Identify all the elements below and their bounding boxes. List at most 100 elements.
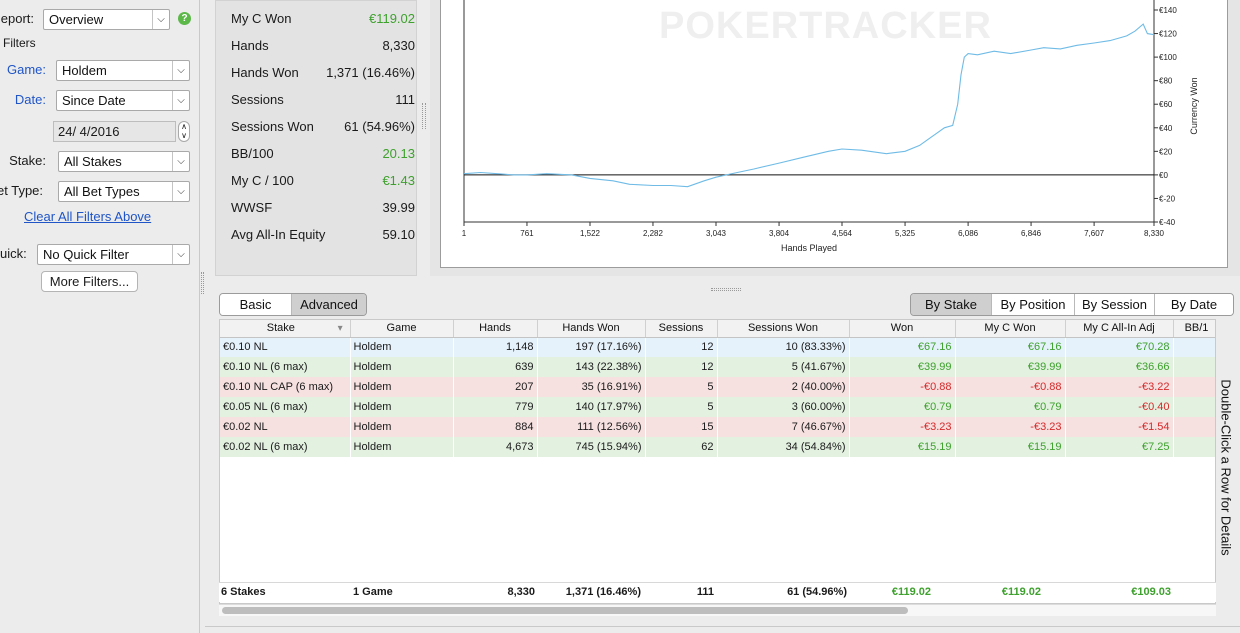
table-row[interactable]: €0.05 NL (6 max) Holdem 779 140 (17.97%) 5 3 … [220,397,1215,417]
quick-label: uick: [0,246,27,261]
column-header[interactable]: Game [350,320,454,338]
stat-row: My C Won €119.02 [231,11,415,31]
y-axis-label: Currency Won [1189,77,1199,134]
y-tick-label: €-20 [1159,194,1176,203]
stat-value: 61 (54.96%) [344,119,415,134]
column-header[interactable]: My C Won [955,320,1066,338]
table-cell [1173,377,1215,397]
stakes-table: Stake ▾ Game Hands Hands Won Sessions Session… [219,319,1216,604]
stat-value: 20.13 [382,146,415,161]
x-tick-label: 5,325 [895,229,916,238]
more-filters-button[interactable]: More Filters... [41,271,138,292]
table-cell: €15.19 [955,437,1065,457]
stake-select-value: All Stakes [64,154,122,169]
tab-by-date[interactable]: By Date [1155,294,1233,315]
column-header[interactable]: Stake ▾ [220,320,351,338]
table-cell: 745 (15.94%) [537,437,645,457]
stats-resize-handle[interactable] [422,103,426,129]
total-cell: 1,371 (16.46%) [565,586,641,598]
column-header-label: Won [890,322,914,335]
column-header-label: Game [386,322,417,335]
stat-value: 1,371 (16.46%) [326,65,415,80]
table-cell: €0.05 NL (6 max) [220,397,350,417]
column-header[interactable]: Hands [453,320,538,338]
date-stepper[interactable]: ∧ ∨ [178,121,190,142]
table-cell: €36.66 [1065,357,1173,377]
table-cell: 143 (22.38%) [537,357,645,377]
chart-area: POKERTRACKER €140 €120 €100 €80 €60 €40 €20 €0 €-… [430,0,1240,276]
report-select[interactable]: Overview ⌵ [43,9,170,30]
y-tick-label: €120 [1159,30,1177,39]
tab-by-position[interactable]: By Position [992,294,1075,315]
quick-filter-select[interactable]: No Quick Filter ⌵ [37,244,190,265]
bet-type-select[interactable]: All Bet Types ⌵ [58,181,190,202]
column-header[interactable]: Sessions [645,320,718,338]
total-cell: €119.02 [1001,586,1041,598]
tab-basic[interactable]: Basic [220,294,292,315]
results-graph-svg: POKERTRACKER €140 €120 €100 €80 €60 €40 €20 €0 €-… [462,0,1199,253]
table-cell: €67.16 [955,337,1065,357]
help-icon[interactable]: ? [178,12,191,25]
tab-by-stake[interactable]: By Stake [911,294,992,315]
clear-filters-link[interactable]: Clear All Filters Above [24,209,152,224]
total-cell: €119.02 [891,586,931,598]
column-header[interactable]: BB/1 [1173,320,1215,338]
total-cell: 111 [696,586,714,598]
x-tick-label: 3,804 [769,229,790,238]
date-input[interactable]: 24/ 4/2016 [53,121,176,142]
date-label: Date: [14,92,46,107]
table-cell: 4,673 [453,437,537,457]
table-cell: 7 (46.67%) [717,417,849,437]
horizontal-scrollbar[interactable] [219,604,1216,616]
stat-row: BB/100 20.13 [231,146,415,166]
table-totals-row: 6 Stakes 1 Game 8,330 1,371 (16.46%) 111 61 (… [219,582,1216,602]
table-cell: -€3.22 [1065,377,1173,397]
table-row[interactable]: €0.10 NL Holdem 1,148 197 (17.16%) 12 10 (83.… [220,337,1215,357]
column-header[interactable]: Won [849,320,956,338]
report-select-value: Overview [49,12,104,27]
table-row[interactable]: €0.10 NL CAP (6 max) Holdem 207 35 (16.91%)… [220,377,1215,397]
table-cell: Holdem [350,357,453,377]
column-header[interactable]: Sessions Won [717,320,850,338]
sort-desc-icon: ▾ [334,323,343,335]
table-cell: €0.79 [955,397,1065,417]
split-resize-handle[interactable] [711,288,741,291]
table-cell: €7.25 [1065,437,1173,457]
tab-advanced[interactable]: Advanced [292,294,366,315]
table-cell: Holdem [350,397,453,417]
table-cell: 15 [645,417,717,437]
panel-resize-handle[interactable] [201,272,204,294]
table-cell [1173,417,1215,437]
date-select[interactable]: Since Date ⌵ [56,90,190,111]
filter-panel: eport: Overview ⌵ ? Filters Game: Holdem… [0,0,200,633]
table-cell: €39.99 [955,357,1065,377]
y-tick-label: €-40 [1159,218,1176,227]
table-cell: 2 (40.00%) [717,377,849,397]
side-hint: Double-Click a Row for Details [1216,379,1234,560]
tab-by-session[interactable]: By Session [1075,294,1155,315]
stake-select[interactable]: All Stakes ⌵ [58,151,190,172]
table-cell: 111 (12.56%) [537,417,645,437]
column-header[interactable]: Hands Won [537,320,646,338]
stat-label: Avg All-In Equity [231,227,326,242]
x-axis-label: Hands Played [781,243,837,253]
column-header[interactable]: My C All-In Adj [1065,320,1174,338]
game-select[interactable]: Holdem ⌵ [56,60,190,81]
table-cell: -€3.23 [955,417,1065,437]
table-row[interactable]: €0.02 NL Holdem 884 111 (12.56%) 15 7 (46.67%… [220,417,1215,437]
table-cell [1173,437,1215,457]
column-header-label: My C Won [984,322,1036,335]
date-select-value: Since Date [62,93,126,108]
x-tick-label: 4,564 [832,229,853,238]
table-cell: -€0.40 [1065,397,1173,417]
quick-filter-value: No Quick Filter [43,247,129,262]
table-cell: €0.02 NL [220,417,350,437]
table-cell: €0.10 NL CAP (6 max) [220,377,350,397]
stat-value: 39.99 [382,200,415,215]
total-cell: 6 Stakes [221,586,266,598]
table-cell: -€0.88 [955,377,1065,397]
scrollbar-thumb[interactable] [222,607,908,614]
table-row[interactable]: €0.02 NL (6 max) Holdem 4,673 745 (15.94%) 6… [220,437,1215,457]
y-tick-label: €0 [1159,171,1168,180]
table-row[interactable]: €0.10 NL (6 max) Holdem 639 143 (22.38%) 12 5… [220,357,1215,377]
